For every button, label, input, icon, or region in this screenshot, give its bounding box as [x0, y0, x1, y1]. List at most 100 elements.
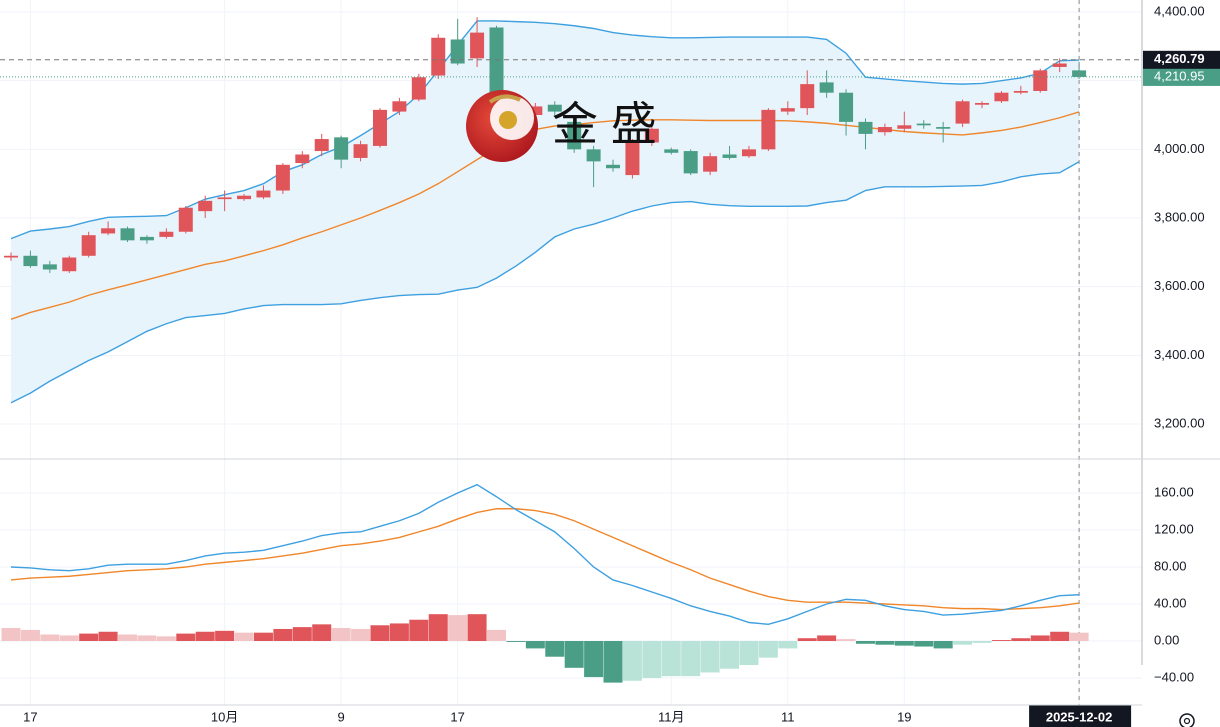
- candle-body: [470, 32, 485, 59]
- macd-bar: [739, 640, 759, 666]
- macd-bar: [79, 633, 99, 641]
- candle-body: [237, 195, 252, 200]
- candle-body: [567, 121, 582, 150]
- macd-bar: [1069, 632, 1089, 641]
- x-tick-label: 9: [338, 709, 345, 724]
- candle-body: [936, 127, 951, 129]
- candle-body: [217, 197, 232, 200]
- macd-bar: [156, 636, 176, 641]
- macd-tick-label: 120.00: [1154, 521, 1194, 536]
- candle-body: [275, 164, 290, 191]
- macd-bar: [545, 640, 565, 657]
- band-0: [10, 20, 1080, 240]
- candle-body: [295, 154, 310, 164]
- macd-pane: [1, 483, 1089, 683]
- macd-tick-label: 80.00: [1154, 558, 1187, 573]
- y-tick-label: 4,400.00: [1154, 3, 1205, 18]
- candle-body: [431, 37, 446, 76]
- macd-bar: [195, 631, 215, 641]
- macd-bar: [506, 640, 526, 642]
- candle-body: [625, 142, 640, 176]
- candle-body: [334, 137, 349, 160]
- candle-body: [1052, 63, 1067, 67]
- last-price-box: [1143, 67, 1220, 86]
- candle-body: [450, 39, 465, 64]
- macd-bar: [118, 634, 138, 641]
- macd-bar: [137, 635, 157, 641]
- macd-tick-label: −40.00: [1154, 669, 1194, 684]
- candle-body: [586, 149, 601, 162]
- candle-body: [547, 104, 562, 112]
- x-tick-label: 19: [897, 709, 911, 724]
- x-tick-label: 2025-12-02: [1046, 709, 1113, 724]
- candle-body: [916, 123, 931, 126]
- crosshair-label: 4,260.79: [1154, 51, 1205, 66]
- candle-body: [722, 154, 737, 158]
- macd-bar: [797, 638, 817, 641]
- macd-bar: [1050, 631, 1070, 641]
- macd-bar: [778, 640, 798, 649]
- macd-bar: [720, 640, 740, 669]
- x-label-highlight: [1029, 705, 1132, 727]
- candle-body: [819, 82, 834, 93]
- candle-body: [800, 84, 815, 109]
- macd-bar: [700, 640, 720, 673]
- candle-body: [741, 149, 756, 157]
- macd-bar: [855, 640, 875, 644]
- settings-icon[interactable]: [1179, 713, 1195, 727]
- candle-body: [198, 200, 213, 212]
- macd-bar: [817, 635, 837, 641]
- macd-bar: [234, 632, 254, 641]
- macd-bar: [312, 624, 332, 641]
- candle-body: [42, 264, 57, 270]
- x-tick-label: 17: [450, 709, 464, 724]
- band-2: [10, 161, 1080, 404]
- macd-bar: [525, 640, 545, 649]
- macd-bar: [661, 640, 681, 677]
- candle-body: [975, 102, 989, 105]
- y-tick-label: 4,000.00: [1154, 141, 1205, 156]
- candle-body: [528, 106, 543, 116]
- candle-body: [392, 101, 407, 112]
- macd-bar: [972, 640, 992, 643]
- candle-body: [178, 207, 193, 232]
- macd-bar: [331, 628, 351, 641]
- candle-body: [411, 77, 426, 100]
- candle-body: [101, 228, 116, 234]
- macd-bar: [370, 625, 390, 641]
- y-tick-label: 3,400.00: [1154, 347, 1205, 362]
- y-tick-label: 3,600.00: [1154, 278, 1205, 293]
- candle-body: [955, 101, 970, 124]
- macd-bar: [836, 639, 856, 641]
- macd-bar: [681, 640, 701, 677]
- macd-bar: [758, 640, 778, 658]
- macd-bar: [1, 628, 21, 641]
- macd-bar: [603, 640, 623, 683]
- macd-bar: [875, 640, 895, 645]
- macd-bar: [894, 640, 914, 646]
- candle-body: [139, 236, 154, 241]
- price-pane: [0, 0, 1142, 705]
- band-1: [10, 111, 1080, 320]
- candle-body: [353, 144, 368, 158]
- candle-body: [703, 156, 718, 172]
- macd-bar: [40, 634, 60, 641]
- macd-bar: [584, 640, 604, 678]
- candle-body: [858, 121, 873, 134]
- candle-body: [877, 127, 892, 133]
- candle-body: [1013, 90, 1028, 93]
- macd-bar: [253, 632, 273, 641]
- macd-dif: [10, 483, 1080, 626]
- macd-bar: [1030, 635, 1050, 641]
- macd-bar: [467, 614, 487, 641]
- macd-bar: [428, 614, 448, 641]
- candle-body: [159, 231, 174, 237]
- macd-bar: [409, 619, 429, 641]
- macd-bar: [991, 640, 1011, 641]
- macd-bar: [292, 627, 312, 641]
- macd-bar: [564, 640, 584, 668]
- candle-body: [1033, 70, 1048, 91]
- crosshair-box: [1143, 50, 1220, 69]
